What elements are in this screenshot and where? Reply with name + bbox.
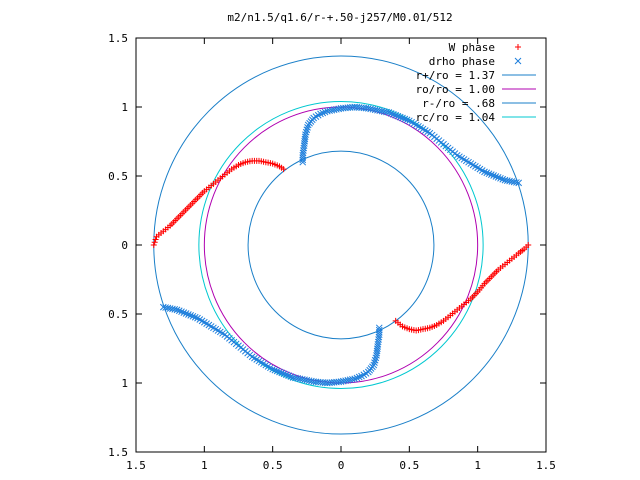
y-tick-label: 1 xyxy=(121,101,128,114)
x-tick-label: 1.5 xyxy=(126,459,146,472)
data-point xyxy=(302,131,309,138)
y-tick-label: 1 xyxy=(121,377,128,390)
data-point xyxy=(399,114,406,122)
data-point xyxy=(353,374,361,382)
data-point xyxy=(497,174,504,182)
data-point xyxy=(487,171,495,178)
data-point xyxy=(355,373,363,381)
data-point xyxy=(187,312,195,319)
data-point xyxy=(383,108,390,116)
data-point xyxy=(302,128,310,136)
x-tick-label: 0.5 xyxy=(399,459,419,472)
data-point xyxy=(180,309,188,316)
data-point xyxy=(373,352,380,359)
y-tick-label: 0 xyxy=(121,239,128,252)
data-point xyxy=(289,374,297,381)
data-point xyxy=(303,126,311,134)
data-point xyxy=(271,366,279,374)
data-point xyxy=(287,373,295,380)
data-point xyxy=(525,242,532,248)
data-point xyxy=(178,308,185,316)
data-point xyxy=(282,371,290,379)
x-tick-label: 1 xyxy=(201,459,208,472)
data-point xyxy=(317,110,324,118)
legend-label: drho phase xyxy=(429,55,495,68)
data-point xyxy=(396,113,404,121)
points-series-1 xyxy=(159,103,523,387)
data-point xyxy=(185,311,192,318)
data-point xyxy=(273,367,281,375)
data-point xyxy=(499,175,507,183)
data-point xyxy=(385,109,393,116)
y-tick-label: 0.5 xyxy=(108,308,128,321)
data-point xyxy=(159,303,167,311)
data-point xyxy=(490,172,497,179)
data-point xyxy=(321,108,329,116)
data-point xyxy=(150,242,157,248)
data-point xyxy=(513,179,520,186)
data-point xyxy=(372,354,380,362)
data-point xyxy=(292,374,299,382)
legend-marker xyxy=(514,57,522,65)
data-point xyxy=(492,173,500,180)
data-point xyxy=(319,109,327,117)
data-point xyxy=(494,174,502,181)
legend-label: rc/ro = 1.04 xyxy=(416,111,496,124)
data-point xyxy=(394,112,402,120)
data-point xyxy=(285,372,292,379)
circle-series-2 xyxy=(247,150,435,340)
legend-marker xyxy=(515,44,521,50)
data-point xyxy=(280,166,287,173)
data-point xyxy=(151,239,158,246)
data-point xyxy=(390,111,397,118)
y-tick-label: 1.5 xyxy=(108,446,128,459)
legend-label: W phase xyxy=(449,41,495,54)
x-tick-label: 1.5 xyxy=(536,459,556,472)
circle-series-3 xyxy=(198,100,484,390)
data-point xyxy=(191,313,199,321)
legend-label: r+/ro = 1.37 xyxy=(416,69,495,82)
data-point xyxy=(182,310,190,317)
data-point xyxy=(483,169,491,177)
data-point xyxy=(387,110,395,117)
points-series-0 xyxy=(150,157,532,334)
data-point xyxy=(392,111,400,119)
data-point xyxy=(280,370,288,378)
data-point xyxy=(515,179,523,187)
y-tick-label: 0.5 xyxy=(108,170,128,183)
x-tick-label: 0.5 xyxy=(263,459,283,472)
data-point xyxy=(189,312,197,320)
data-point xyxy=(403,116,411,124)
data-point xyxy=(371,356,379,364)
plot-area xyxy=(150,55,532,435)
data-point xyxy=(175,307,183,315)
y-tick-label: 1.5 xyxy=(108,32,128,45)
data-point xyxy=(152,236,159,243)
data-point xyxy=(358,372,365,380)
axis-ticks: 1.5 1 0.5 0 0.5 1 1.51.510.500.511.5 xyxy=(108,32,556,472)
data-point xyxy=(371,359,378,366)
data-point xyxy=(276,368,283,376)
data-point xyxy=(194,314,201,322)
circle-series-1 xyxy=(203,106,479,384)
data-point xyxy=(304,124,311,131)
legend-label: ro/ro = 1.00 xyxy=(416,83,495,96)
data-point xyxy=(485,170,493,178)
x-tick-label: 1 xyxy=(474,459,481,472)
data-point xyxy=(162,304,169,311)
chart-title: m2/n1.5/q1.6/r-+.50-j257/M0.01/512 xyxy=(227,11,452,24)
data-point xyxy=(481,168,488,176)
data-point xyxy=(278,369,286,377)
data-point xyxy=(401,115,409,123)
x-tick-label: 0 xyxy=(338,459,345,472)
legend-label: r-/ro = .68 xyxy=(422,97,495,110)
